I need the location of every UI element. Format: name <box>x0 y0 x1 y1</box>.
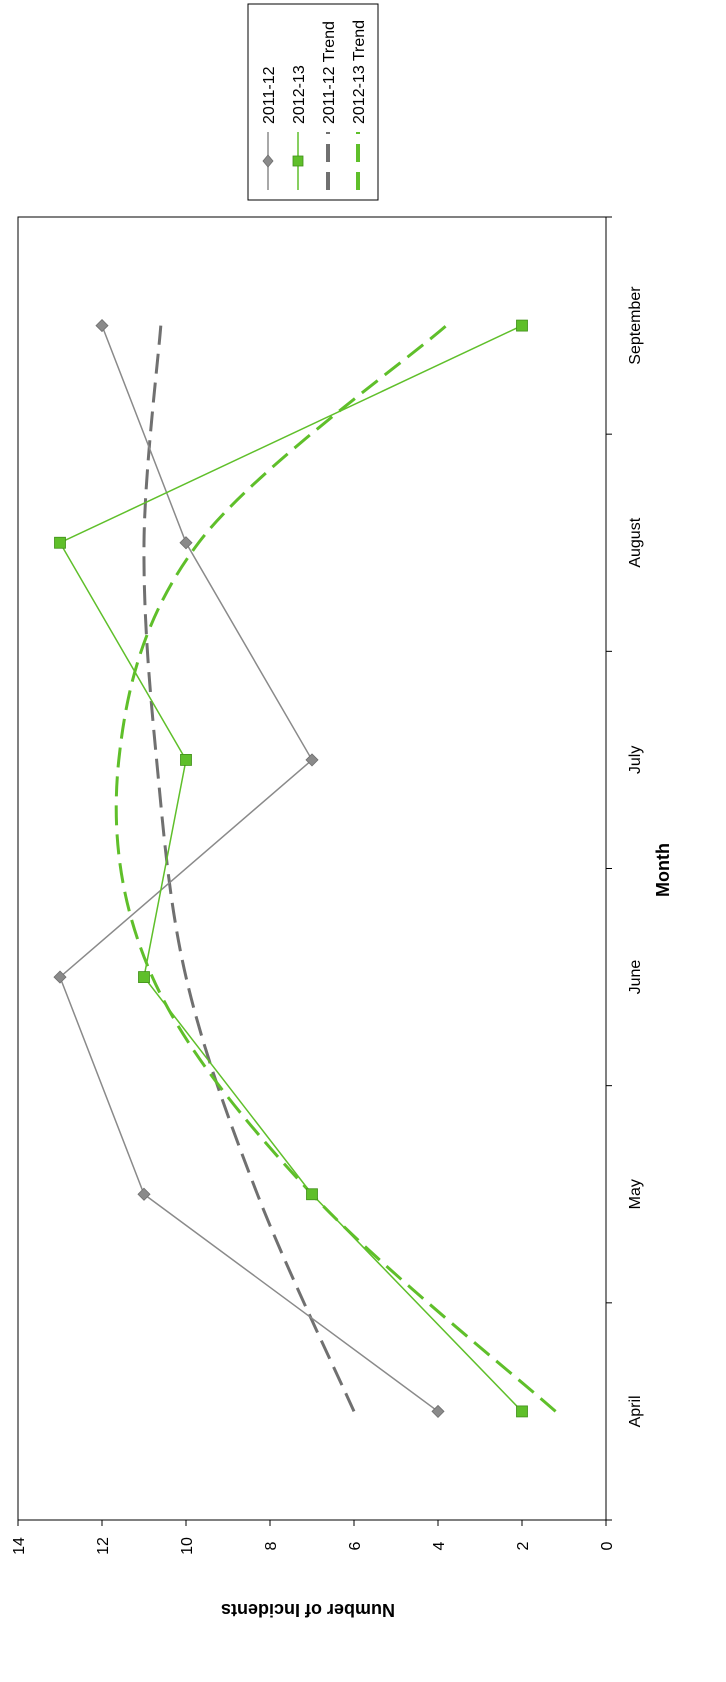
x-axis-ticks: April May June July August September <box>606 216 644 1521</box>
x-tick-label: May <box>627 1179 644 1209</box>
data-point <box>306 1188 318 1201</box>
data-point <box>179 536 193 550</box>
y-tick-label: 8 <box>263 1541 280 1550</box>
series-line <box>59 325 439 1413</box>
data-point <box>305 753 319 767</box>
y-tick-label: 6 <box>347 1541 364 1550</box>
legend-label: 2012-13 Trend <box>351 20 368 124</box>
data-point <box>138 971 150 983</box>
x-tick-label: June <box>627 960 644 995</box>
x-tick-label: August <box>627 517 644 567</box>
legend: 2011-12 2012-13 2011-12 Trend 2012-13 Trend <box>247 3 379 201</box>
data-point <box>431 1404 445 1418</box>
y-tick-label: 12 <box>95 1537 112 1555</box>
legend-label: 2011-12 Trend <box>321 21 338 124</box>
y-tick-label: 14 <box>11 1537 28 1555</box>
series-lines <box>58 324 523 1413</box>
trend-line <box>114 324 557 1413</box>
y-tick-label: 2 <box>515 1541 532 1550</box>
y-tick-label: 4 <box>431 1541 448 1550</box>
trend-lines <box>114 324 557 1413</box>
y-axis-title: Number of Incidents <box>221 1600 395 1620</box>
data-point <box>137 1187 151 1201</box>
y-tick-label: 10 <box>179 1537 196 1555</box>
x-tick-label: April <box>627 1395 644 1427</box>
x-axis-title: Month <box>653 843 673 897</box>
legend-label: 2012-13 <box>291 65 308 124</box>
data-point <box>180 754 192 766</box>
data-point <box>95 319 109 333</box>
data-point <box>53 970 67 984</box>
data-point <box>516 1405 528 1418</box>
x-tick-label: September <box>627 286 644 365</box>
series-markers <box>53 319 528 1418</box>
legend-items: 2011-12 2012-13 2011-12 Trend 2012-13 Trend <box>261 20 368 190</box>
data-point <box>54 536 66 549</box>
legend-box <box>247 3 379 201</box>
x-tick-label: July <box>627 746 644 774</box>
plot-frame <box>17 216 607 1521</box>
y-axis-ticks: 0 2 4 6 8 10 12 14 <box>11 1520 616 1555</box>
y-tick-label: 0 <box>599 1541 616 1550</box>
series-line <box>58 324 523 1412</box>
legend-label: 2011-12 <box>261 66 278 124</box>
legend-marker <box>262 154 274 168</box>
data-point <box>516 319 528 332</box>
legend-marker <box>292 155 304 167</box>
